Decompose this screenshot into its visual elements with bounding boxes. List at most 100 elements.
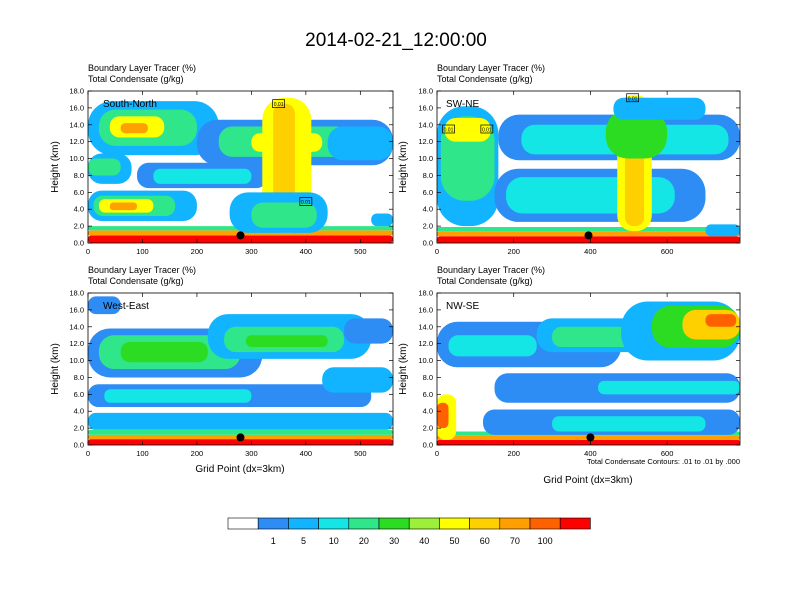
- labelbar-box: [227, 517, 259, 530]
- contour-label-box: [272, 99, 285, 109]
- contour-label-box: [480, 124, 494, 134]
- tracer-region: [448, 335, 537, 357]
- panel-title-line-1: Boundary Layer Tracer (%): [88, 63, 196, 73]
- y-tick-label: 18.0: [418, 87, 433, 96]
- plot-area: [437, 293, 740, 445]
- contour-label: 0.01: [628, 96, 638, 102]
- y-tick-label: 18.0: [418, 289, 433, 298]
- x-tick-label: 400: [300, 449, 313, 458]
- labelbar-box: [529, 517, 561, 530]
- labelbar-label: 20: [359, 536, 369, 546]
- plot-area: 0.01 0.01 0.01: [437, 91, 740, 243]
- x-tick-label: 200: [507, 449, 520, 458]
- panel-title-line-1: Boundary Layer Tracer (%): [437, 265, 545, 275]
- location-marker: [584, 231, 593, 240]
- axes: 0.0 2.0 4.0 6.0 8.0 10.0 12.0 14.0 16.0 18.0 0 200 4…: [418, 87, 741, 256]
- y-tick-label: 12.0: [69, 339, 84, 348]
- location-marker: [236, 433, 245, 442]
- x-tick-label: 0: [86, 449, 90, 458]
- y-tick-label: 0.0: [423, 441, 433, 450]
- tracer-region: [552, 416, 706, 432]
- y-tick-label: 0.0: [74, 239, 84, 248]
- x-tick-label: 500: [354, 247, 367, 256]
- y-tick-label: 18.0: [69, 87, 84, 96]
- color-labelbar: 1 5 10 20 30 40 50 60 70 100: [227, 517, 591, 546]
- panel-title-line-2: Total Condensate (g/kg): [437, 74, 533, 84]
- tracer-region: [120, 341, 208, 363]
- labelbar-label: 5: [301, 536, 306, 546]
- x-tick-label: 100: [136, 247, 149, 256]
- y-tick-label: 8.0: [74, 373, 84, 382]
- tracer-region: [245, 335, 328, 348]
- tracer-region: [437, 236, 740, 243]
- tracer-region: [88, 439, 393, 445]
- x-tick-label: 0: [435, 449, 439, 458]
- tracer-region: [104, 389, 252, 403]
- labelbar-box: [378, 517, 410, 530]
- labelbar-label: 10: [329, 536, 339, 546]
- labelbar-box: [469, 517, 501, 530]
- tracer-region: [437, 402, 449, 429]
- tracer-region: [153, 168, 252, 184]
- y-tick-label: 8.0: [74, 171, 84, 180]
- y-tick-label: 0.0: [423, 239, 433, 248]
- y-tick-label: 6.0: [74, 188, 84, 197]
- y-tick-label: 12.0: [418, 137, 433, 146]
- panel-title-line-2: Total Condensate (g/kg): [437, 276, 533, 286]
- y-tick-label: 16.0: [418, 103, 433, 112]
- panel-west-east: Boundary Layer Tracer (%) Total Condensa…: [50, 265, 394, 475]
- tracer-region: [251, 202, 317, 228]
- figure-title: 2014-02-21_12:00:00: [305, 30, 487, 51]
- y-tick-label: 10.0: [418, 154, 433, 163]
- x-tick-label: 0: [86, 247, 90, 256]
- x-tick-label: 300: [245, 247, 258, 256]
- tracer-region: [120, 123, 148, 134]
- y-tick-label: 2.0: [423, 424, 433, 433]
- y-tick-label: 14.0: [418, 120, 433, 129]
- labelbar-label: 70: [510, 536, 520, 546]
- y-tick-label: 10.0: [69, 154, 84, 163]
- plot-frame: [87, 292, 394, 446]
- contour-label-box: [442, 124, 455, 134]
- x-tick-label: 400: [584, 449, 597, 458]
- y-axis-label: Height (km): [398, 141, 409, 193]
- tracer-region: [109, 202, 138, 211]
- panel-title-line-1: Boundary Layer Tracer (%): [437, 63, 545, 73]
- labelbar-label: 40: [419, 536, 429, 546]
- x-tick-label: 600: [661, 247, 674, 256]
- labelbar-label: 60: [480, 536, 490, 546]
- location-marker: [236, 231, 245, 240]
- y-tick-label: 16.0: [69, 305, 84, 314]
- tracer-region: [327, 126, 393, 161]
- panel-title-line-2: Total Condensate (g/kg): [88, 74, 184, 84]
- y-tick-label: 18.0: [69, 289, 84, 298]
- x-tick-label: 300: [245, 449, 258, 458]
- x-axis-label: Grid Point (dx=3km): [543, 475, 632, 486]
- labelbar-box: [408, 517, 440, 530]
- panel-south-north: Boundary Layer Tracer (%) Total Condensa…: [50, 63, 394, 256]
- tracer-region: [343, 318, 393, 344]
- panel-title-line-1: Boundary Layer Tracer (%): [88, 265, 196, 275]
- tracer-region: [613, 97, 706, 120]
- y-tick-label: 12.0: [418, 339, 433, 348]
- x-tick-label: 500: [354, 449, 367, 458]
- x-tick-label: 200: [507, 247, 520, 256]
- labelbar-label: 100: [538, 536, 553, 546]
- y-tick-label: 14.0: [418, 322, 433, 331]
- y-axis-label: Height (km): [398, 343, 409, 395]
- tracer-region: [88, 296, 121, 315]
- y-tick-label: 4.0: [423, 407, 433, 416]
- contour-label: 0.01: [274, 102, 284, 108]
- x-tick-label: 0: [435, 247, 439, 256]
- labelbar-box: [348, 517, 380, 530]
- y-tick-label: 2.0: [74, 424, 84, 433]
- tracer-region: [371, 213, 393, 227]
- labelbar-label: 1: [271, 536, 276, 546]
- location-marker: [586, 433, 595, 442]
- y-tick-label: 8.0: [423, 171, 433, 180]
- tracer-region: [444, 118, 491, 142]
- panel-label: South-North: [103, 99, 157, 110]
- x-tick-label: 400: [300, 247, 313, 256]
- labelbar-box: [318, 517, 350, 530]
